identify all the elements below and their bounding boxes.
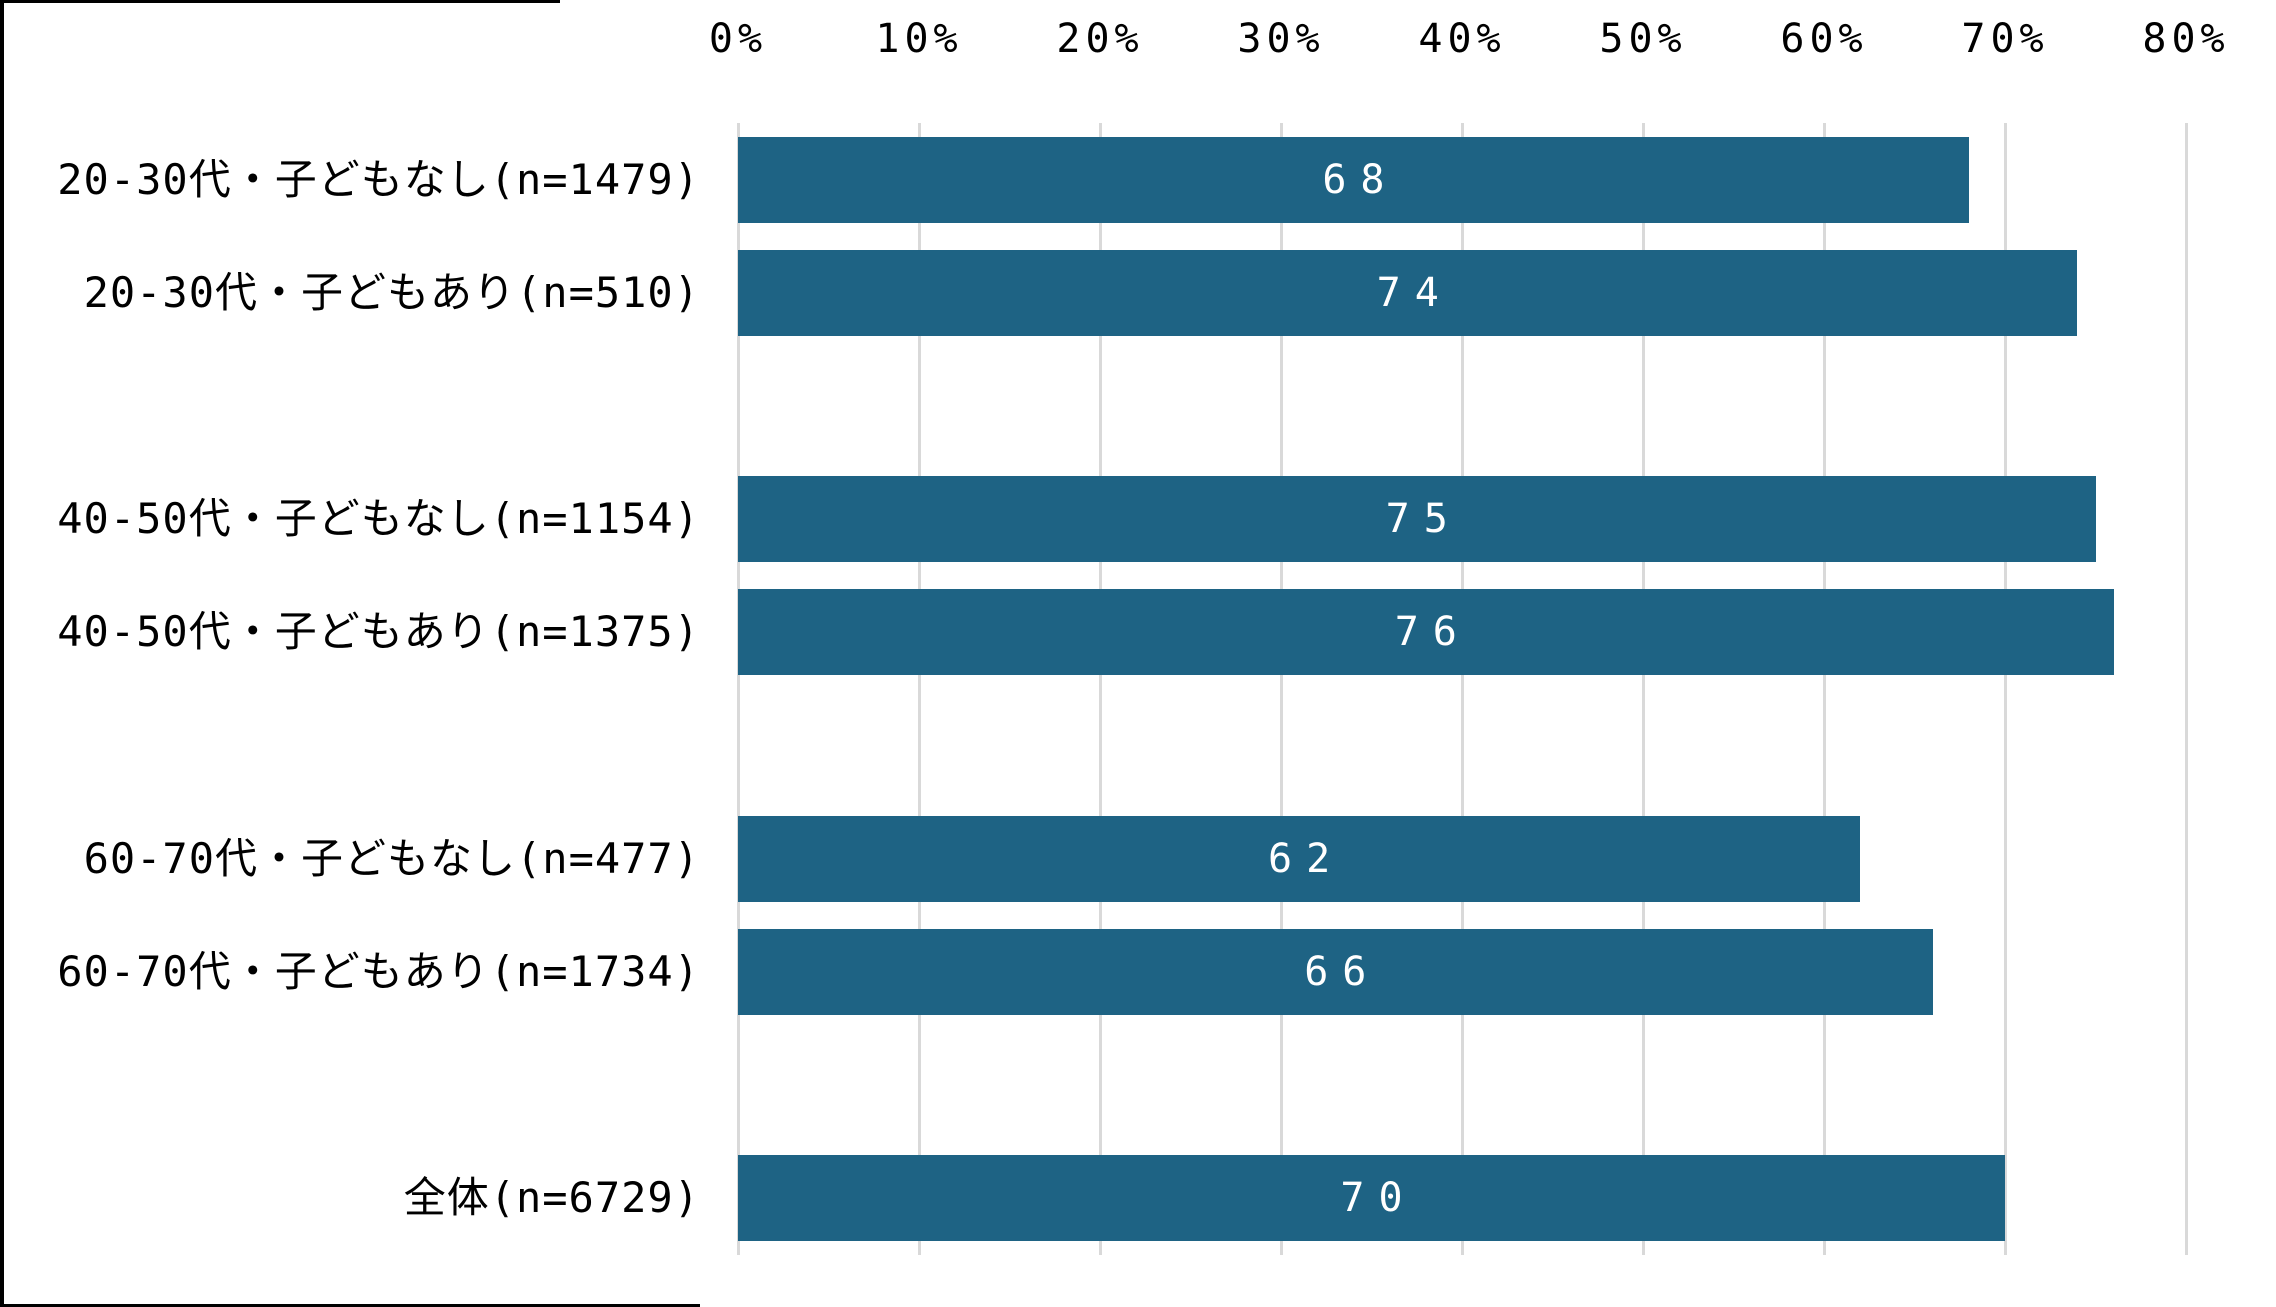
bar-value-label: 62 [1268,836,1345,882]
bar-row: 60-70代・子どもあり(n=1734) 66 [0,929,2276,1015]
gridline [1460,123,1464,1255]
bar-row: 40-50代・子どもあり(n=1375) 76 [0,589,2276,675]
bar-track: 75 [738,476,2186,562]
bar-track: 62 [738,816,2186,902]
page-edge-left [0,0,4,1307]
x-axis-tick-label: 40% [1418,16,1506,62]
bar-row: 60-70代・子どもなし(n=477) 62 [0,816,2276,902]
x-axis-tick-label: 10% [875,16,963,62]
x-axis-tick-label: 20% [1056,16,1144,62]
bar: 74 [738,250,2078,336]
bar: 70 [738,1155,2005,1241]
bar-value-label: 76 [1394,609,1471,655]
category-label: 全体(n=6729) [403,1173,700,1222]
page-edge-bottom [0,1304,700,1307]
category-label: 20-30代・子どもなし(n=1479) [57,155,700,204]
category-label: 40-50代・子どもなし(n=1154) [57,494,700,543]
x-axis-tick-label: 60% [1780,16,1868,62]
x-axis-tick-label: 50% [1599,16,1687,62]
category-label: 60-70代・子どもなし(n=477) [83,834,700,883]
bar-row: 全体(n=6729) 70 [0,1155,2276,1241]
plot-area [736,123,2188,1255]
gridline [2003,123,2007,1255]
bar: 75 [738,476,2096,562]
gridline [1822,123,1826,1255]
bar-track: 74 [738,250,2186,336]
x-axis-tick-label: 70% [1961,16,2049,62]
gridline [1098,123,1102,1255]
category-label: 40-50代・子どもあり(n=1375) [57,607,700,656]
category-label: 20-30代・子どもあり(n=510) [83,268,700,317]
bar: 68 [738,137,1969,223]
bar: 62 [738,816,1861,902]
x-axis-tick-label: 30% [1237,16,1325,62]
bar: 76 [738,589,2114,675]
bar-row: 20-30代・子どもなし(n=1479) 68 [0,137,2276,223]
bar-value-label: 75 [1385,496,1462,542]
gridline [1641,123,1645,1255]
bar-value-label: 74 [1376,270,1453,316]
category-label: 60-70代・子どもあり(n=1734) [57,947,700,996]
bar-track: 68 [738,137,2186,223]
bar-value-label: 70 [1340,1175,1417,1221]
gridline [736,123,740,1255]
bar-value-label: 66 [1304,949,1381,995]
x-axis-tick-label: 80% [2142,16,2230,62]
gridline [917,123,921,1255]
bar-track: 70 [738,1155,2186,1241]
x-axis-tick-label: 0% [708,16,768,62]
bar-track: 66 [738,929,2186,1015]
bar: 66 [738,929,1933,1015]
bar-value-label: 68 [1322,157,1399,203]
gridline [2184,123,2188,1255]
x-axis: 0% 10% 20% 30% 40% 50% 60% 70% 80% [709,0,2225,123]
gridline [1279,123,1283,1255]
bar-row: 20-30代・子どもあり(n=510) 74 [0,250,2276,336]
page-edge-top [0,0,560,3]
bar-track: 76 [738,589,2186,675]
bar-row: 40-50代・子どもなし(n=1154) 75 [0,476,2276,562]
